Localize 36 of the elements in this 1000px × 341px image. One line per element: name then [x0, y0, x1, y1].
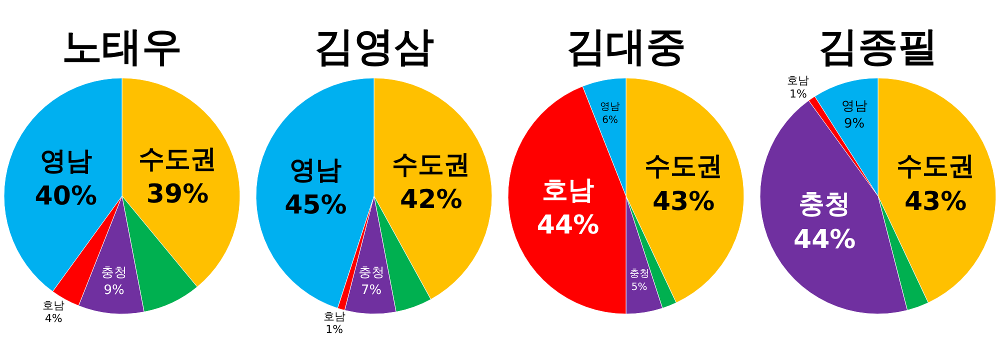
slice-label: 영남 — [290, 155, 342, 186]
slice-label: 충청 — [101, 265, 128, 280]
data-label: 4% — [44, 312, 62, 326]
slice-label: 충청 — [798, 190, 851, 220]
slice-label: 호남 — [42, 298, 65, 312]
slice-label: 수도권 — [644, 152, 723, 182]
slice-label: 호남 — [787, 74, 810, 88]
slice-label: 호남 — [323, 310, 346, 324]
data-label: 43% — [904, 186, 967, 217]
data-label: 5% — [631, 282, 648, 294]
data-label: 1% — [789, 87, 807, 100]
data-label: 39% — [146, 180, 209, 210]
data-label: 45% — [284, 190, 347, 220]
slice-label: 수도권 — [896, 152, 975, 182]
data-label: 9% — [844, 116, 865, 132]
slice-label: 충청 — [629, 268, 650, 280]
slice-label: 수도권 — [138, 144, 217, 175]
data-label: 43% — [652, 186, 715, 217]
slice-label: 영남 — [40, 146, 92, 176]
data-label: 1% — [326, 323, 344, 336]
slice-label: 수도권 — [392, 150, 470, 180]
chart-title: 노태우 — [62, 24, 182, 70]
data-label: 44% — [536, 210, 600, 241]
data-label: 6% — [602, 114, 618, 126]
data-label: 7% — [361, 283, 382, 298]
data-label: 40% — [34, 181, 98, 212]
data-label: 44% — [794, 224, 856, 255]
data-label: 9% — [104, 282, 124, 298]
slice-label: 영남 — [600, 101, 620, 112]
data-label: 42% — [400, 184, 462, 215]
slice-label: 영남 — [841, 99, 868, 114]
slice-label: 충청 — [358, 266, 384, 281]
chart-title: 김대중 — [566, 24, 686, 70]
chart-title: 김영삼 — [314, 24, 434, 70]
slice-label: 호남 — [542, 176, 594, 206]
chart-title: 김종필 — [818, 24, 938, 70]
